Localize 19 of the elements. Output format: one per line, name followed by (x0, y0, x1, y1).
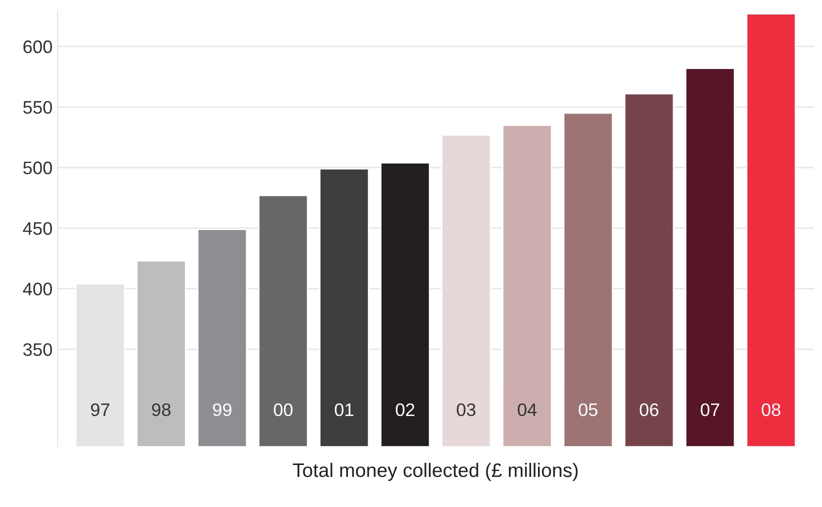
x-tick-label: 01 (334, 403, 354, 416)
x-tick-label: 97 (91, 403, 110, 416)
x-tick-label: 99 (213, 403, 232, 416)
x-tick-label: 98 (152, 403, 170, 416)
x-tick-label: 05 (578, 403, 598, 416)
x-tick-label: 00 (274, 403, 293, 416)
y-tick-label: 450 (22, 222, 52, 235)
y-tick-label: 500 (23, 162, 52, 174)
x-tick-label: 03 (456, 403, 476, 416)
y-tick-label: 400 (22, 282, 52, 296)
x-tick-label: 08 (762, 403, 780, 416)
x-tick-label: 07 (700, 403, 720, 416)
y-tick-label: 600 (23, 40, 52, 54)
x-tick-label: 06 (640, 403, 658, 416)
y-tick-label: 350 (23, 343, 52, 356)
x-tick-label: 02 (396, 403, 414, 416)
y-tick-label: 550 (23, 100, 52, 114)
x-tick-label: 04 (518, 403, 537, 416)
x-axis-title: Total money collected (£ millions) (292, 462, 578, 481)
